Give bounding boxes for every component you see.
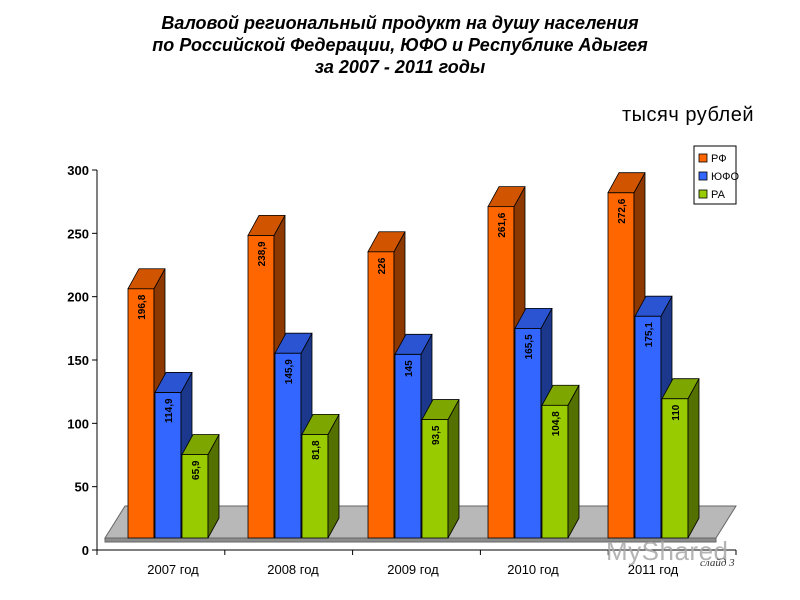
bar-РА-2010 год xyxy=(541,384,580,539)
x-category-label: 2008 год xyxy=(267,562,319,577)
bar-front xyxy=(607,192,635,539)
x-category-label: 2009 год xyxy=(387,562,439,577)
legend-label: ЮФО xyxy=(711,171,739,183)
bar-front xyxy=(367,251,395,539)
bar-РА-2008 год xyxy=(301,413,340,539)
bar-data-label: 238,9 xyxy=(257,241,268,266)
bar-top xyxy=(634,295,673,317)
bar-side xyxy=(447,399,460,539)
bar-top xyxy=(181,434,220,455)
bar-РА-2007 год xyxy=(181,434,220,539)
bar-data-label: 175,1 xyxy=(644,322,655,347)
bar-top xyxy=(514,307,553,329)
bar-front xyxy=(421,419,449,539)
y-tick-label: 300 xyxy=(67,163,89,178)
bar-front xyxy=(247,234,275,539)
legend-swatch xyxy=(698,171,708,181)
bar-data-label: 65,9 xyxy=(191,460,202,480)
units-label: тысяч рублей xyxy=(622,104,754,126)
bar-front xyxy=(541,404,569,539)
bar-front xyxy=(181,454,209,539)
bar-РА-2011 год xyxy=(661,378,700,539)
x-category-label: 2007 год xyxy=(147,562,199,577)
bar-top xyxy=(274,332,313,354)
bar-top xyxy=(421,399,460,420)
bar-data-label: 226 xyxy=(377,257,388,274)
y-tick-label: 0 xyxy=(82,543,89,558)
bar-data-label: 104,8 xyxy=(551,411,562,436)
bar-top xyxy=(301,413,340,435)
bar-data-label: 261,6 xyxy=(497,212,508,237)
legend-label: РФ xyxy=(711,153,727,165)
bar-data-label: 93,5 xyxy=(431,425,442,445)
bar-side xyxy=(687,378,700,539)
bar-front xyxy=(634,315,662,539)
bar-top xyxy=(247,214,286,236)
bar-front xyxy=(154,392,182,539)
bar-front xyxy=(301,433,329,539)
chart-title-line-3: за 2007 - 2011 годы xyxy=(314,57,486,77)
legend-swatch xyxy=(698,189,708,199)
bar-top xyxy=(367,231,406,253)
x-category-label: 2011 год xyxy=(628,562,679,577)
chart-title-line-2: по Российской Федерации, ЮФО и Республик… xyxy=(152,35,648,55)
bar-top xyxy=(394,333,433,355)
bar-data-label: 110 xyxy=(671,404,682,421)
bar-data-label: 165,5 xyxy=(524,334,535,359)
bar-top xyxy=(487,186,526,208)
legend-label: РА xyxy=(711,189,726,201)
bar-data-label: 81,8 xyxy=(311,440,322,460)
bar-front xyxy=(394,353,422,539)
bar-top xyxy=(154,372,193,393)
bar-data-label: 272,6 xyxy=(617,198,628,223)
bar-top xyxy=(127,268,166,290)
bar-side xyxy=(567,385,580,539)
legend-swatch xyxy=(698,153,708,163)
chart-title: Валовой региональный продукт на душу нас… xyxy=(0,12,800,78)
y-tick-label: 200 xyxy=(67,290,89,305)
bar-top xyxy=(541,384,580,406)
watermark: MyShared xyxy=(606,536,729,566)
bar-side xyxy=(327,414,340,539)
y-tick-label: 50 xyxy=(75,480,89,495)
slide-label: слайд 3 xyxy=(700,557,735,569)
y-tick-label: 250 xyxy=(67,226,89,241)
chart-title-line-1: Валовой региональный продукт на душу нас… xyxy=(161,13,639,33)
x-category-label: 2010 год xyxy=(507,562,559,577)
bar-front xyxy=(487,206,515,539)
bar-top xyxy=(661,378,700,400)
bar-front xyxy=(127,288,155,539)
bar-top xyxy=(607,172,646,194)
bar-РА-2009 год xyxy=(421,399,460,539)
bar-data-label: 114,9 xyxy=(164,398,175,423)
y-tick-label: 100 xyxy=(67,416,89,431)
y-tick-label: 150 xyxy=(67,353,89,368)
bar-data-label: 196,8 xyxy=(137,294,148,319)
bar-data-label: 145,9 xyxy=(284,359,295,384)
bar-data-label: 145 xyxy=(404,360,415,377)
